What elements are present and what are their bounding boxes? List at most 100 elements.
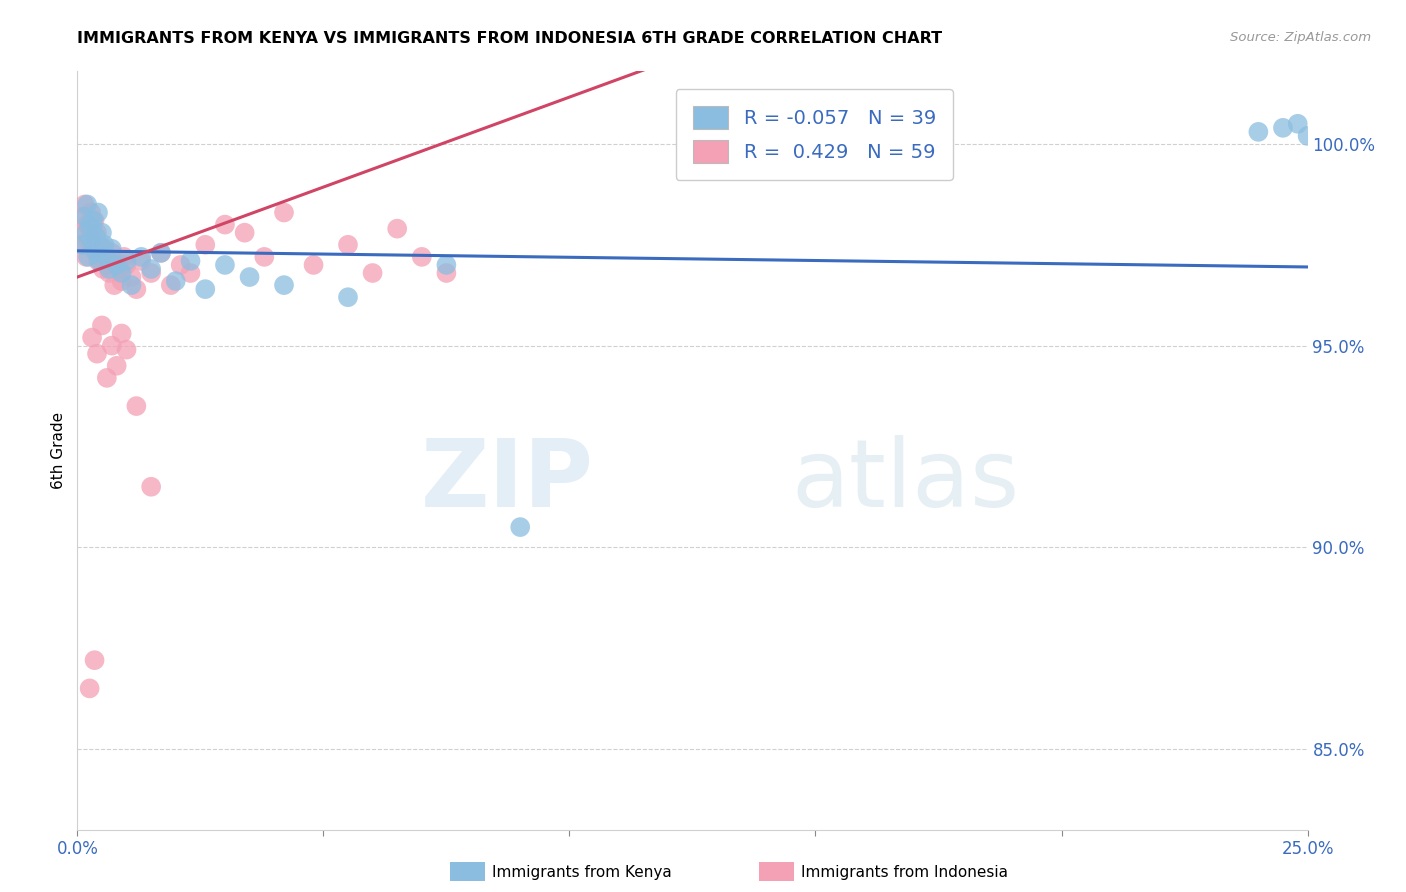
Point xyxy=(83,213,105,227)
Point xyxy=(111,326,132,341)
Point xyxy=(129,253,153,268)
Text: IMMIGRANTS FROM KENYA VS IMMIGRANTS FROM INDONESIA 6TH GRADE CORRELATION CHART: IMMIGRANTS FROM KENYA VS IMMIGRANTS FROM… xyxy=(77,31,942,46)
Point xyxy=(101,245,124,260)
Point xyxy=(337,237,360,252)
Point xyxy=(89,253,111,268)
Point xyxy=(125,399,148,413)
Point xyxy=(141,262,163,277)
Point xyxy=(411,250,433,264)
Legend: R = -0.057   N = 39, R =  0.429   N = 59: R = -0.057 N = 39, R = 0.429 N = 59 xyxy=(675,88,953,180)
Point xyxy=(121,270,143,285)
Point xyxy=(86,226,108,240)
Point xyxy=(84,229,107,244)
Point xyxy=(86,245,108,260)
Point xyxy=(125,282,148,296)
Point xyxy=(1247,125,1270,139)
Point xyxy=(105,359,128,373)
Point xyxy=(76,197,98,211)
Point xyxy=(105,258,128,272)
Point xyxy=(73,197,96,211)
Point xyxy=(79,218,101,232)
Point xyxy=(180,266,202,280)
Point xyxy=(82,229,104,244)
Point xyxy=(96,250,118,264)
Point xyxy=(509,520,531,534)
Text: atlas: atlas xyxy=(792,434,1019,527)
Point xyxy=(90,318,114,333)
Point xyxy=(70,237,93,252)
Point xyxy=(96,258,118,272)
Point xyxy=(82,242,104,256)
Point xyxy=(121,278,143,293)
Point xyxy=(70,226,93,240)
Point xyxy=(180,253,202,268)
Point xyxy=(214,258,236,272)
Point xyxy=(1296,128,1319,143)
Point xyxy=(233,226,256,240)
Y-axis label: 6th Grade: 6th Grade xyxy=(51,412,66,489)
Point xyxy=(75,250,97,264)
Point xyxy=(1286,117,1309,131)
Point xyxy=(70,210,93,224)
Point xyxy=(82,213,104,227)
Text: Source: ZipAtlas.com: Source: ZipAtlas.com xyxy=(1230,31,1371,45)
Point xyxy=(214,218,236,232)
Point xyxy=(170,258,193,272)
Point xyxy=(150,245,173,260)
Point xyxy=(82,221,104,235)
Point xyxy=(90,226,114,240)
Point xyxy=(194,282,217,296)
Point xyxy=(83,653,105,667)
Point xyxy=(79,221,101,235)
Point xyxy=(82,330,104,344)
Point xyxy=(115,258,138,272)
Point xyxy=(101,242,124,256)
Point xyxy=(77,250,100,264)
Point xyxy=(112,250,135,264)
Point xyxy=(98,262,121,277)
Point xyxy=(385,221,409,235)
Point xyxy=(80,234,103,248)
Point xyxy=(273,278,295,293)
Point xyxy=(194,237,217,252)
Point xyxy=(84,245,107,260)
Point xyxy=(115,253,138,268)
Point xyxy=(436,258,458,272)
Point xyxy=(108,262,131,277)
Point xyxy=(75,226,97,240)
Point xyxy=(361,266,384,280)
Point xyxy=(87,253,110,268)
Point xyxy=(79,681,101,696)
Point xyxy=(129,250,153,264)
Point xyxy=(115,343,138,357)
Point xyxy=(337,290,360,304)
Text: Immigrants from Indonesia: Immigrants from Indonesia xyxy=(801,865,1008,880)
Point xyxy=(436,266,458,280)
Point xyxy=(160,278,183,293)
Point xyxy=(105,253,128,268)
Point xyxy=(72,237,94,252)
Point xyxy=(98,266,121,280)
Point xyxy=(96,371,118,385)
Point xyxy=(87,205,110,219)
Point xyxy=(103,278,125,293)
Point xyxy=(253,250,276,264)
Text: ZIP: ZIP xyxy=(422,434,595,527)
Point xyxy=(93,242,115,256)
Text: Immigrants from Kenya: Immigrants from Kenya xyxy=(492,865,672,880)
Point xyxy=(302,258,325,272)
Point xyxy=(91,262,114,277)
Point xyxy=(73,210,96,224)
Point xyxy=(150,245,173,260)
Point xyxy=(77,234,100,248)
Point xyxy=(89,237,111,252)
Point xyxy=(80,205,103,219)
Point xyxy=(76,218,98,232)
Point xyxy=(1272,120,1295,135)
Point xyxy=(111,274,132,288)
Point xyxy=(111,266,132,280)
Point xyxy=(273,205,295,219)
Point xyxy=(90,250,114,264)
Point xyxy=(141,266,163,280)
Point xyxy=(101,338,124,352)
